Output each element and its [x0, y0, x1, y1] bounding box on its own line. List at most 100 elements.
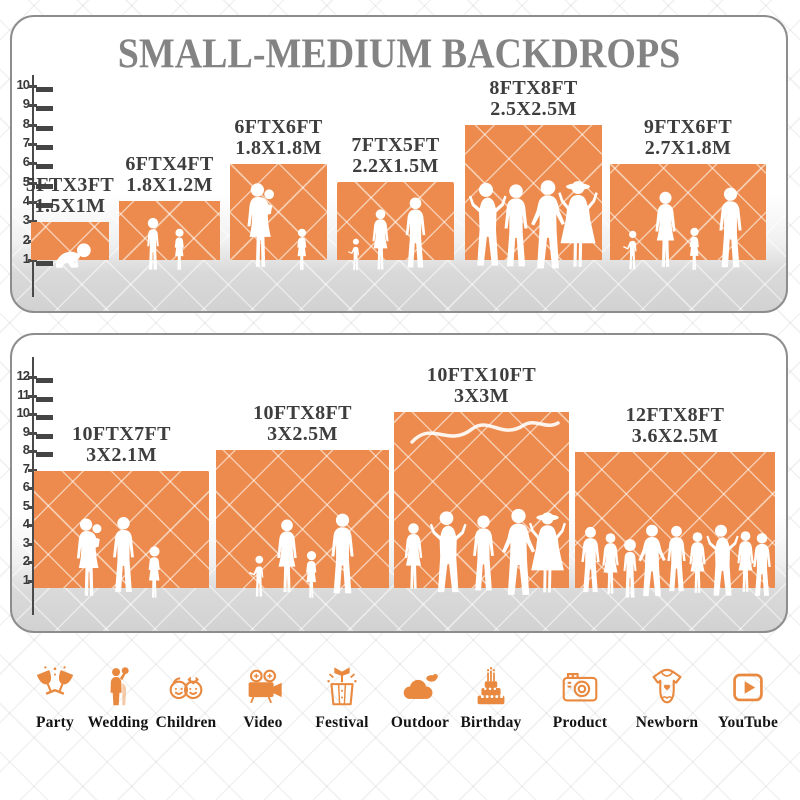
backdrop-rect — [119, 201, 220, 260]
backdrop-10x7: 10FTX7FT 3X2.1M — [34, 424, 209, 598]
category-label: Birthday — [460, 714, 522, 731]
silhouette-walking-family — [249, 513, 354, 598]
backdrop-7x5: 7FTX5FT 2.2X1.5M — [337, 135, 454, 271]
children-icon — [169, 676, 203, 700]
silhouette-family-of-four — [623, 187, 742, 270]
backdrop-size-label: 7FTX5FT 2.2X1.5M — [351, 135, 439, 177]
backdrop-6x4: 6FTX4FT 1.8X1.2M — [119, 154, 220, 270]
backdrop-rect — [230, 164, 327, 260]
category-party: Party — [7, 664, 103, 732]
silhouette-crowd — [581, 524, 771, 598]
category-label: Product — [552, 714, 608, 731]
size-m: 2.7X1.8M — [644, 137, 732, 159]
backdrop-size-label: 9FTX6FT 2.7X1.8M — [644, 117, 732, 159]
ruler-line — [32, 75, 34, 297]
ruler-line — [32, 357, 34, 615]
large-panel: 12 11 10 9 8 7 6 5 4 3 2 1 10FTX7FT 3X2.… — [10, 333, 788, 633]
size-m: 3X2.5M — [267, 423, 338, 445]
backdrop-12x8: 12FTX8FT 3.6X2.5M — [575, 405, 775, 598]
backdrop-size-label: 10FTX8FT 3X2.5M — [253, 403, 352, 445]
size-m: 2.2X1.5M — [352, 155, 439, 177]
party-icon — [36, 666, 74, 695]
category-youtube: YouTube — [700, 664, 796, 732]
watermark-script — [410, 420, 560, 444]
size-ft: 10FTX10FT — [426, 364, 537, 386]
festival-icon — [327, 667, 357, 706]
category-birthday: Birthday — [443, 664, 539, 732]
product-icon — [562, 673, 598, 702]
newborn-icon — [652, 668, 682, 704]
backdrop-rect — [610, 164, 766, 260]
size-ft: 8FTX8FT — [489, 77, 578, 99]
ruler-number: 8 — [22, 116, 30, 131]
size-m: 3.6X2.5M — [631, 425, 719, 447]
wedding-icon — [110, 667, 129, 706]
category-product: Product — [532, 664, 628, 732]
backdrop-9x6: 9FTX6FT 2.7X1.8M — [610, 117, 766, 270]
backdrop-rect — [216, 450, 389, 588]
youtube-icon — [733, 673, 763, 702]
category-wedding: Wedding — [70, 664, 166, 732]
ruler-number: 10 — [16, 405, 30, 420]
category-label: Festival — [315, 714, 369, 731]
size-m: 3X2.1M — [86, 444, 157, 466]
size-ft: 10FTX8FT — [253, 402, 352, 424]
birthday-icon — [477, 667, 505, 705]
ruler-number: 5 — [22, 174, 30, 189]
category-video: Video — [215, 664, 311, 732]
ruler-number: 12 — [16, 368, 30, 383]
ruler-number: 10 — [16, 77, 30, 92]
ruler-number: 5 — [22, 498, 30, 513]
backdrop-10x10: 10FTX10FT 3X3M — [394, 365, 569, 595]
ruler-number: 6 — [22, 479, 30, 494]
small-medium-panel: SMALL-MEDIUM BACKDROPS 10 9 8 7 6 5 4 3 … — [10, 15, 788, 313]
ruler-number: 6 — [22, 154, 30, 169]
backdrop-5x3: 5FTX3FT 1.5X1M — [26, 175, 114, 268]
backdrop-size-label: 6FTX6FT 1.8X1.8M — [234, 117, 322, 159]
size-ft: 10FTX7FT — [72, 423, 171, 445]
category-label: Newborn — [635, 714, 699, 731]
video-icon — [248, 669, 282, 704]
category-label: Children — [155, 714, 217, 731]
size-ft: 5FTX3FT — [25, 174, 115, 196]
backdrop-size-label: 10FTX7FT 3X2.1M — [72, 424, 171, 466]
category-newborn: Newborn — [619, 664, 715, 732]
category-label: Wedding — [87, 714, 149, 731]
category-festival: Festival — [294, 664, 390, 732]
backdrop-size-label: 6FTX4FT 1.8X1.2M — [125, 154, 213, 196]
category-label: Video — [243, 714, 283, 731]
ruler-number: 8 — [22, 442, 30, 457]
silhouette-group-of-four-adults — [468, 180, 598, 269]
ruler-number: 2 — [22, 553, 30, 568]
size-m: 1.5X1M — [34, 195, 106, 217]
ruler-number: 4 — [22, 516, 30, 531]
silhouette-family-of-three — [348, 197, 426, 271]
silhouette-mother-and-children — [247, 183, 307, 270]
size-m: 2.5X2.5M — [490, 98, 577, 120]
ruler-number: 7 — [22, 461, 30, 476]
size-m: 1.8X1.2M — [126, 174, 213, 196]
backdrop-size-label: 12FTX8FT 3.6X2.5M — [626, 405, 725, 447]
ruler-number: 1 — [22, 251, 30, 266]
page-title: SMALL-MEDIUM BACKDROPS — [117, 30, 681, 78]
backdrop-10x8: 10FTX8FT 3X2.5M — [216, 403, 389, 598]
size-ft: 12FTX8FT — [625, 404, 725, 426]
outdoor-icon — [403, 673, 438, 699]
ruler-number: 9 — [22, 424, 30, 439]
ruler-number: 4 — [22, 193, 30, 208]
backdrop-size-label: 10FTX10FT 3X3M — [427, 365, 536, 407]
backdrop-size-label: 8FTX8FT 2.5X2.5M — [489, 78, 577, 120]
silhouette-two-children — [147, 217, 184, 270]
category-label: Party — [35, 714, 74, 731]
size-ft: 6FTX4FT — [125, 153, 214, 175]
ruler-number: 11 — [17, 387, 30, 402]
size-m: 3X3M — [454, 385, 509, 407]
silhouette-family-of-four — [76, 517, 160, 598]
ruler-number: 2 — [22, 232, 30, 247]
category-label: YouTube — [717, 714, 779, 731]
size-ft: 6FTX6FT — [234, 116, 323, 138]
ruler-number: 9 — [22, 96, 30, 111]
backdrop-size-label: 5FTX3FT 1.5X1M — [26, 175, 114, 217]
silhouette-group-of-five-adults — [404, 508, 566, 595]
category-label: Outdoor — [390, 714, 450, 731]
